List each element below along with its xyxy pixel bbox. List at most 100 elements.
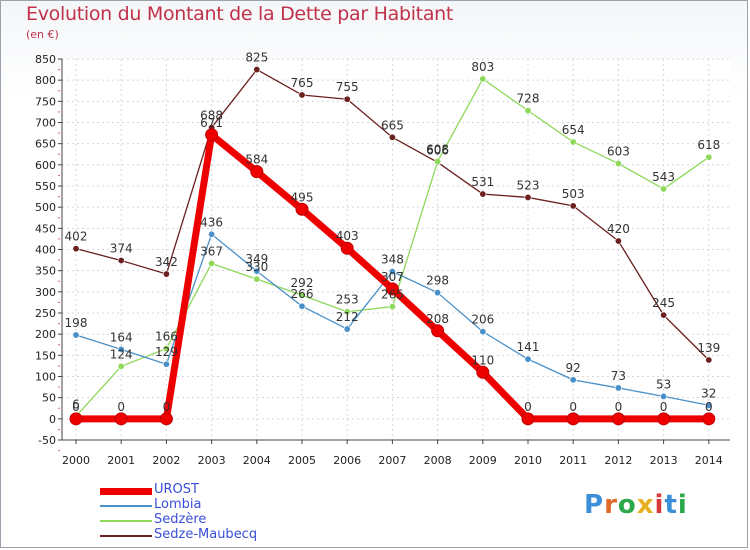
data-label: 374	[110, 242, 133, 256]
data-point-sedze-maubecq	[72, 245, 80, 253]
data-point-lombia	[162, 360, 170, 368]
data-point-urost	[657, 412, 671, 426]
y-tick-label: 150	[35, 349, 56, 362]
data-label: 164	[110, 330, 133, 344]
data-label: 92	[566, 361, 581, 375]
data-point-urost	[205, 128, 219, 142]
y-tick-label: 100	[35, 371, 56, 384]
data-label: 0	[72, 400, 80, 414]
data-label: 654	[562, 123, 585, 137]
x-tick-label: 2008	[424, 454, 452, 467]
x-tick-label: 2014	[695, 454, 723, 467]
data-point-lombia	[343, 325, 351, 333]
y-tick-label: 250	[35, 307, 56, 320]
data-label: 129	[155, 345, 178, 359]
data-point-urost	[159, 412, 173, 426]
data-label: 0	[163, 400, 171, 414]
data-label: 253	[336, 293, 359, 307]
data-label: 292	[291, 276, 314, 290]
data-label: 606	[426, 143, 449, 157]
data-point-lombia	[660, 392, 668, 400]
data-label: 265	[381, 288, 404, 302]
data-point-urost	[521, 412, 535, 426]
y-tick-label: 50	[42, 392, 56, 405]
data-label: 495	[291, 190, 314, 204]
data-point-sedzère	[614, 160, 622, 168]
legend-label: Lombia	[154, 497, 202, 512]
data-label: 330	[245, 260, 268, 274]
legend-swatch	[100, 535, 152, 537]
x-tick-label: 2001	[107, 454, 135, 467]
x-tick-label: 2012	[604, 454, 632, 467]
data-label: 0	[705, 400, 713, 414]
data-point-sedze-maubecq	[117, 257, 125, 265]
data-point-lombia	[479, 328, 487, 336]
data-point-sedzère	[569, 138, 577, 146]
x-tick-label: 2009	[469, 454, 497, 467]
data-point-sedze-maubecq	[298, 91, 306, 99]
data-point-sedze-maubecq	[162, 270, 170, 278]
data-point-urost	[69, 412, 83, 426]
legend-swatch	[100, 505, 152, 507]
data-point-sedzère	[117, 362, 125, 370]
x-tick-label: 2010	[514, 454, 542, 467]
y-tick-label: 700	[35, 117, 56, 130]
data-point-lombia	[298, 302, 306, 310]
legend-label: Sedze-Maubecq	[154, 527, 258, 542]
data-label: 671	[200, 116, 223, 130]
data-label: 298	[426, 274, 449, 288]
y-tick-label: 750	[35, 95, 56, 108]
x-tick-label: 2003	[198, 454, 226, 467]
data-point-sedze-maubecq	[343, 95, 351, 103]
data-label: 53	[656, 377, 671, 391]
x-tick-label: 2011	[559, 454, 587, 467]
x-tick-label: 2000	[62, 454, 90, 467]
data-label: 110	[471, 353, 494, 367]
x-tick-label: 2005	[288, 454, 316, 467]
data-point-lombia	[72, 331, 80, 339]
data-point-lombia	[388, 268, 396, 276]
chart-subtitle: (en €)	[26, 28, 59, 41]
data-point-urost	[702, 412, 716, 426]
x-tick-label: 2007	[378, 454, 406, 467]
data-label: 245	[652, 296, 675, 310]
data-point-sedzère	[434, 157, 442, 165]
data-label: 523	[517, 178, 540, 192]
y-tick-label: 500	[35, 201, 56, 214]
chart-title: Evolution du Montant de la Dette par Hab…	[26, 3, 454, 25]
data-label: 212	[336, 310, 359, 324]
data-point-sedzère	[524, 107, 532, 115]
data-point-sedzère	[208, 259, 216, 267]
data-label: 0	[615, 400, 623, 414]
data-point-lombia	[705, 401, 713, 409]
data-point-urost	[114, 412, 128, 426]
y-tick-label: 450	[35, 222, 56, 235]
data-label: 728	[517, 92, 540, 106]
data-point-lombia	[569, 376, 577, 384]
y-tick-label: -50	[38, 434, 56, 447]
data-point-lombia	[524, 355, 532, 363]
legend-label: Sedzère	[154, 512, 207, 527]
data-label: 349	[245, 252, 268, 266]
data-label: 603	[607, 145, 630, 159]
data-label: 618	[697, 138, 720, 152]
data-label: 198	[65, 316, 88, 330]
data-point-urost	[476, 365, 490, 379]
data-point-lombia	[253, 267, 261, 275]
data-label: 342	[155, 255, 178, 269]
data-label: 307	[381, 270, 404, 284]
y-tick-label: 200	[35, 328, 56, 341]
x-tick-label: 2004	[243, 454, 271, 467]
data-label: 543	[652, 170, 675, 184]
data-point-urost	[431, 324, 445, 338]
legend-swatch	[100, 520, 152, 522]
data-label: 0	[569, 400, 577, 414]
y-tick-label: 600	[35, 159, 56, 172]
data-label: 266	[291, 287, 314, 301]
y-tick-label: 550	[35, 180, 56, 193]
data-point-sedze-maubecq	[614, 237, 622, 245]
data-label: 584	[245, 153, 268, 167]
data-point-urost	[566, 412, 580, 426]
data-point-sedzère	[298, 291, 306, 299]
